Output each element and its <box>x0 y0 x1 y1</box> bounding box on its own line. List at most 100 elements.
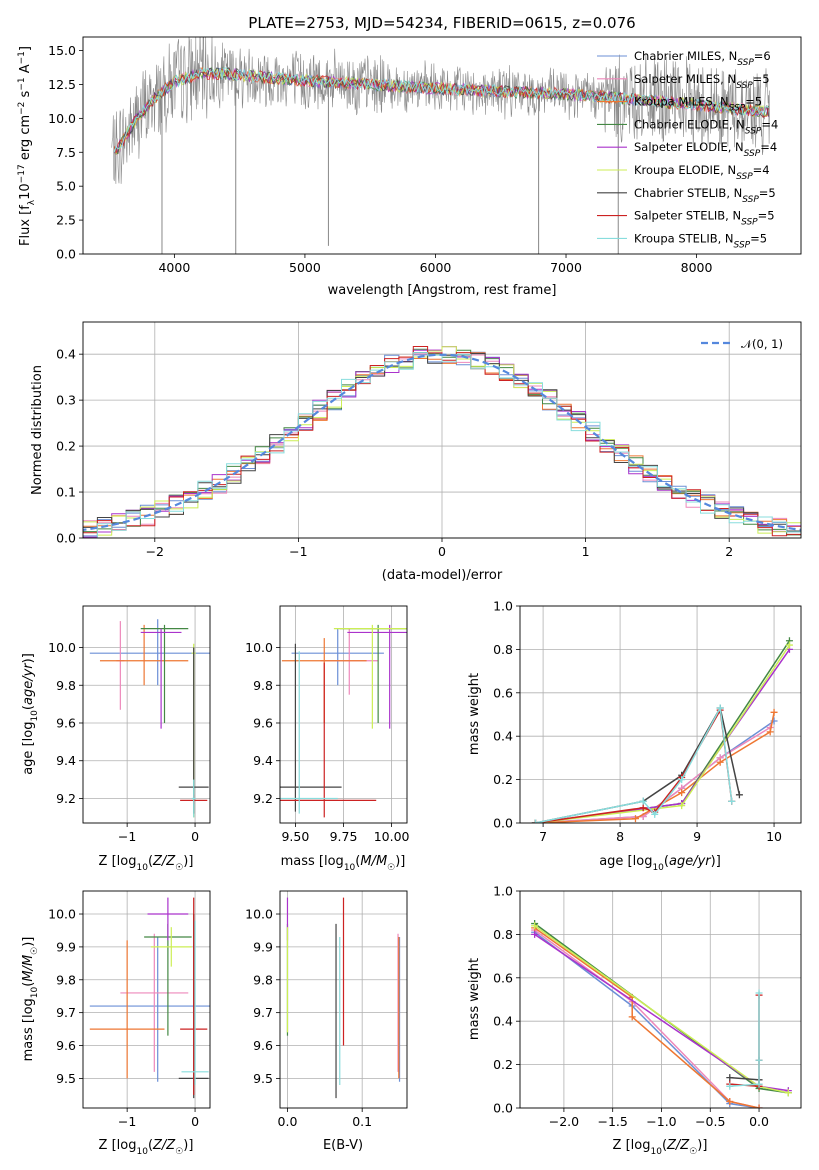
y-tick-label: 0.4 <box>493 729 513 744</box>
series-line <box>729 993 760 1088</box>
error-bar-point-3 <box>339 624 407 723</box>
data-point-marker <box>770 708 778 716</box>
series-line <box>535 707 733 823</box>
x-tick-label: 5000 <box>289 260 321 275</box>
x-tick-label: −1.0 <box>646 1114 676 1129</box>
x-tick-label: −0.5 <box>695 1114 725 1129</box>
y-tick-label: 10.0 <box>48 907 76 922</box>
y-tick-label: 9.6 <box>56 1038 76 1053</box>
y-tick-label: 0.3 <box>56 393 76 408</box>
series-7 <box>531 706 736 823</box>
x-tick-label: 10 <box>766 829 782 844</box>
x-tick-label: −2.0 <box>549 1114 579 1129</box>
x-tick-label: 2 <box>725 544 733 559</box>
residual-histogram-8 <box>83 352 801 538</box>
x-tick-label: 0.0 <box>278 1114 298 1129</box>
chart-residuals: −2 −1 0 1 2 0.0 0.1 0.2 0.3 0.4 𝒩(0, 1) (data-model… <box>30 321 802 583</box>
x-tick-label: 8 <box>616 829 624 844</box>
error-bar-point-4 <box>147 897 189 941</box>
y-tick-label: 0.2 <box>493 772 513 787</box>
legend-entry: Kroupa MILES, NSSP=5 <box>634 95 762 114</box>
error-bar-point-2 <box>99 624 189 686</box>
x-tick-label: 9 <box>693 829 701 844</box>
legend-entry: Salpeter MILES, NSSP=5 <box>634 72 770 91</box>
legend-entry: Kroupa ELODIE, NSSP=4 <box>634 163 770 182</box>
error-bar-point-8 <box>280 651 338 814</box>
y-tick-label: 10.0 <box>245 640 273 655</box>
y-tick-label: 9.9 <box>56 939 76 954</box>
data-point-marker <box>628 1013 636 1021</box>
axes-frame <box>519 605 802 824</box>
data-point-marker <box>766 728 774 736</box>
plot-area <box>286 897 401 1099</box>
data-point-marker <box>639 797 647 805</box>
data-point-marker <box>531 819 539 823</box>
y-tick-label: 12.5 <box>48 77 76 92</box>
y-tick-label: 9.7 <box>56 1005 76 1020</box>
data-point-marker <box>726 1074 734 1082</box>
data-point-marker <box>531 922 539 930</box>
error-bar-point-1 <box>320 628 379 695</box>
axes-frame <box>82 321 802 539</box>
y-tick-label: 9.8 <box>56 972 76 987</box>
axes-frame <box>519 890 802 1109</box>
legend-entry: Chabrier STELIB, NSSP=5 <box>634 186 776 205</box>
x-tick-label: 0.0 <box>749 1114 769 1129</box>
y-tick-label: 0.1 <box>56 485 76 500</box>
x-tick-label: 1 <box>582 544 590 559</box>
legend-entry: 𝒩(0, 1) <box>741 337 783 351</box>
axes-frame <box>82 605 211 824</box>
x-axis-label: Z [log10(Z/Z☉)] <box>99 1138 194 1157</box>
legend-entry: Salpeter ELODIE, NSSP=4 <box>634 140 777 159</box>
model-spectrum-6 <box>113 67 770 155</box>
y-tick-label: 9.8 <box>253 678 273 693</box>
y-tick-label: 0.2 <box>493 1057 513 1072</box>
x-axis-label: wavelength [Angstrom, rest frame] <box>328 283 557 298</box>
series-line <box>535 644 791 823</box>
spectrum-title: PLATE=2753, MJD=54234, FIBERID=0615, z=0… <box>248 14 635 32</box>
y-tick-label: 9.7 <box>253 1005 273 1020</box>
plot-area <box>280 624 407 818</box>
axes-frame <box>279 890 408 1109</box>
x-tick-label: −1.5 <box>598 1114 628 1129</box>
x-tick-label: 9.75 <box>330 829 358 844</box>
data-point-marker <box>531 930 539 938</box>
plot-area <box>531 920 792 1108</box>
y-tick-label: 7.5 <box>56 145 76 160</box>
data-point-marker <box>728 797 736 805</box>
data-point-marker <box>784 1089 792 1097</box>
y-tick-label: 9.6 <box>56 715 76 730</box>
data-point-marker <box>678 776 686 784</box>
data-spectrum <box>111 37 770 184</box>
y-tick-label: 9.2 <box>56 791 76 806</box>
chart-mass-vs-ebv: 0.0 0.1 9.5 9.6 9.7 9.8 9.9 10.0 E(B-V) <box>245 890 408 1153</box>
error-bar-point-7 <box>180 897 208 1095</box>
x-tick-label: 0 <box>191 829 199 844</box>
y-tick-label: 9.6 <box>253 1038 273 1053</box>
series-8 <box>531 704 736 823</box>
x-tick-label: 7 <box>539 829 547 844</box>
y-tick-label: 0.4 <box>493 1014 513 1029</box>
series-3 <box>531 637 793 823</box>
error-bar-point-3 <box>140 624 189 723</box>
error-bar-point-4 <box>140 628 182 729</box>
x-axis-label: mass [log10(M/M☉)] <box>281 854 406 873</box>
y-tick-label: 0.8 <box>493 642 513 657</box>
y-axis-label: age [log10(age/yr)] <box>21 653 40 775</box>
data-point-marker <box>755 1056 763 1064</box>
data-point-marker <box>651 810 659 818</box>
x-tick-label: 8000 <box>681 260 713 275</box>
chart-age-vs-mass: 9.50 9.75 10.00 9.2 9.4 9.6 9.8 10.0 mass [log10… <box>245 605 410 873</box>
y-tick-label: 0.4 <box>56 347 76 362</box>
y-axis-label: mass [log10(M/M☉)] <box>21 937 40 1062</box>
y-tick-label: 9.2 <box>253 791 273 806</box>
data-point-marker <box>726 1082 734 1090</box>
data-point-marker <box>726 1097 734 1105</box>
x-axis-label: E(B-V) <box>323 1138 363 1153</box>
series-line <box>534 931 760 1108</box>
axes-frame <box>279 605 408 824</box>
x-tick-label: −1 <box>118 1114 136 1129</box>
x-tick-label: 0 <box>438 544 446 559</box>
y-tick-label: 15.0 <box>48 43 76 58</box>
